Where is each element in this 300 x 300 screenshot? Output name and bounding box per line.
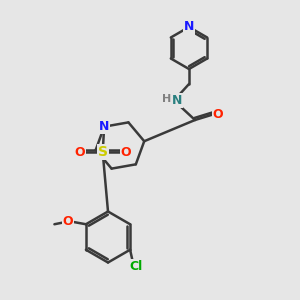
Text: N: N (184, 20, 194, 34)
Text: O: O (63, 215, 73, 228)
Text: N: N (99, 120, 110, 133)
Text: O: O (74, 146, 85, 159)
Text: O: O (121, 146, 131, 159)
Text: N: N (172, 94, 182, 107)
Text: H: H (162, 94, 171, 104)
Text: Cl: Cl (130, 260, 143, 273)
Text: S: S (98, 145, 108, 159)
Text: O: O (213, 107, 224, 121)
